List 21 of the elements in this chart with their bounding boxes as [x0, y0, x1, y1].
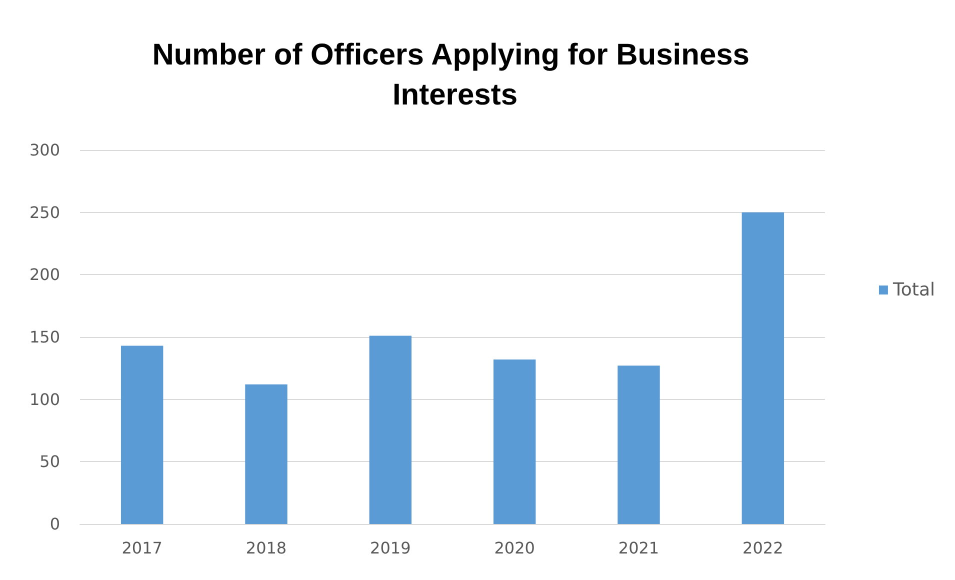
- legend-label: Total: [892, 280, 936, 300]
- x-tick-label: 2018: [246, 538, 287, 558]
- bar: [493, 359, 536, 524]
- y-tick-label: 100: [29, 390, 60, 409]
- x-tick-label: 2021: [618, 538, 660, 558]
- chart-title: Number of Officers Applying for Business Interests: [152, 38, 758, 112]
- y-tick-label: 150: [29, 328, 60, 346]
- x-tick-label: 2017: [122, 538, 162, 558]
- bar: [120, 346, 164, 524]
- y-tick-label: 300: [29, 140, 60, 160]
- y-tick-label: 50: [40, 452, 60, 472]
- bar: [245, 384, 288, 524]
- y-tick-label: 250: [29, 202, 60, 222]
- bar: [618, 366, 660, 524]
- x-tick-label: 2019: [370, 538, 411, 558]
- x-tick-label: 2022: [742, 538, 784, 558]
- x-tick-label: 2020: [494, 538, 535, 558]
- bar: [742, 212, 784, 524]
- y-tick-label: 200: [29, 265, 60, 284]
- y-tick-label: 0: [50, 514, 60, 534]
- bar: [369, 336, 412, 524]
